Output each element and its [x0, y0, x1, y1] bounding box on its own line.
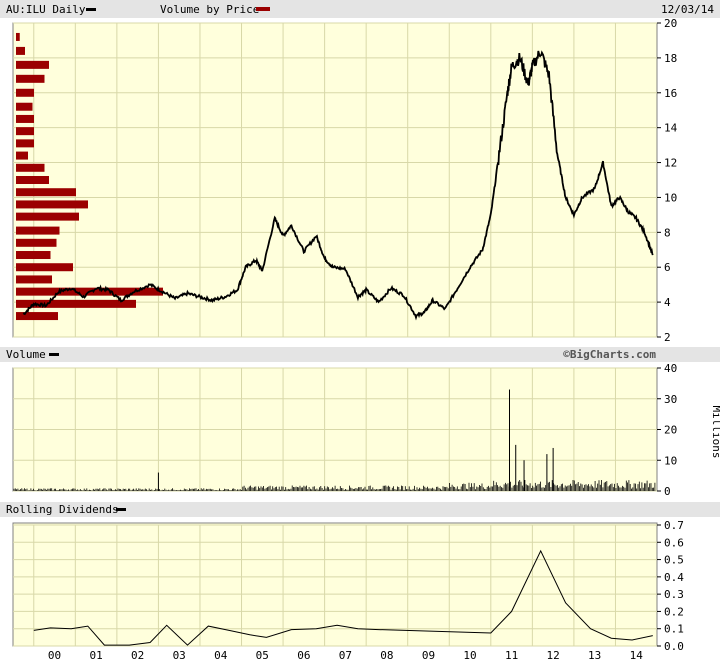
- y-tick-label: 0.4: [664, 571, 684, 584]
- volume-by-price-swatch: [256, 7, 270, 11]
- y-tick-label: 10: [664, 454, 677, 467]
- volume-by-price-bar: [16, 74, 45, 83]
- volume-by-price-bar: [16, 188, 76, 197]
- y-tick-label: 20: [664, 424, 677, 437]
- x-tick-label: 03: [173, 649, 186, 662]
- dividends-axis: 0.0 0.1 0.2 0.3 0.4 0.5 0.6 0.7: [657, 519, 684, 653]
- volume-legend-swatch: [49, 353, 59, 356]
- x-tick-label: 01: [89, 649, 102, 662]
- y-tick-label: 8: [664, 226, 671, 239]
- x-tick-label: 08: [380, 649, 393, 662]
- y-tick-label: 0: [664, 485, 671, 498]
- y-tick-label: 4: [664, 296, 671, 309]
- volume-title: Volume: [6, 348, 46, 361]
- y-tick-label: 30: [664, 393, 677, 406]
- volume-unit-label: Millions: [710, 406, 720, 459]
- y-tick-label: 12: [664, 157, 677, 170]
- y-tick-label: 0.7: [664, 519, 684, 532]
- y-tick-label: 0.2: [664, 605, 684, 618]
- dividends-grid: [13, 524, 657, 647]
- y-tick-label: 10: [664, 191, 677, 204]
- header-bar: [0, 0, 720, 18]
- price-axis: 2 4 6 8 10 12 14 16 18 20: [657, 17, 678, 344]
- x-tick-label: 02: [131, 649, 144, 662]
- volume-by-price-bar: [16, 176, 49, 184]
- volume-by-price-bar: [16, 88, 34, 97]
- y-tick-label: 2: [664, 331, 671, 344]
- volume-by-price-bar: [16, 212, 79, 221]
- x-tick-label: 04: [214, 649, 228, 662]
- dividends-panel: [12, 522, 658, 647]
- volume-by-price-bar: [16, 139, 34, 148]
- y-tick-label: 0.5: [664, 554, 684, 567]
- x-tick-label: 00: [48, 649, 61, 662]
- volume-by-price-bar: [16, 238, 57, 247]
- dividends-title: Rolling Dividends: [6, 503, 119, 516]
- volume-by-price-bar: [16, 32, 20, 41]
- x-tick-label: 06: [297, 649, 310, 662]
- y-tick-label: 14: [664, 122, 678, 135]
- date-label: 12/03/14: [661, 3, 714, 16]
- x-tick-label: 13: [588, 649, 601, 662]
- y-tick-label: 0.3: [664, 588, 684, 601]
- volume-by-price-bar: [16, 299, 136, 308]
- volume-by-price-bar: [16, 127, 34, 136]
- y-tick-label: 40: [664, 362, 677, 375]
- volume-by-price-bar: [16, 114, 34, 123]
- volume-by-price-bar: [16, 151, 28, 160]
- y-tick-label: 6: [664, 261, 671, 274]
- y-tick-label: 16: [664, 87, 677, 100]
- volume-by-price-bar: [16, 312, 58, 321]
- dividends-header-bar: [0, 502, 720, 517]
- volume-bars: [13, 389, 656, 491]
- volume-axis: 0 10 20 30 40: [657, 362, 677, 498]
- volume-by-price-bar: [16, 263, 73, 272]
- price-legend-swatch: [86, 8, 96, 11]
- volume-by-price-bar: [16, 163, 45, 172]
- y-tick-label: 0.1: [664, 623, 684, 636]
- volume-by-price-bar: [16, 102, 33, 111]
- dividends-legend-swatch: [116, 508, 126, 511]
- x-tick-label: 09: [422, 649, 435, 662]
- x-tick-label: 12: [547, 649, 560, 662]
- x-tick-label: 11: [505, 649, 518, 662]
- volume-by-price-bar: [16, 275, 52, 284]
- y-tick-label: 18: [664, 52, 677, 65]
- credit-label: ©BigCharts.com: [563, 348, 656, 361]
- volume-by-price-bar: [16, 251, 51, 260]
- overlay-label: Volume by Price: [160, 3, 259, 16]
- volume-by-price-bar: [16, 60, 49, 69]
- volume-header-bar: [0, 347, 720, 362]
- y-tick-label: 0.0: [664, 640, 684, 653]
- price-line: [22, 50, 654, 321]
- volume-by-price-bar: [16, 200, 88, 209]
- ticker-label: AU:ILU Daily: [6, 3, 86, 16]
- volume-by-price-bar: [16, 46, 25, 55]
- x-tick-label: 10: [463, 649, 476, 662]
- y-tick-label: 0.6: [664, 536, 684, 549]
- x-tick-label: 14: [630, 649, 644, 662]
- y-tick-label: 20: [664, 17, 677, 30]
- dividends-line: [33, 549, 653, 646]
- volume-by-price-bar: [16, 226, 60, 235]
- x-axis: 00 01 02 03 04 05 06 07 08 09 10 11 12 13 14: [48, 649, 643, 662]
- x-tick-label: 07: [339, 649, 352, 662]
- x-tick-label: 05: [256, 649, 269, 662]
